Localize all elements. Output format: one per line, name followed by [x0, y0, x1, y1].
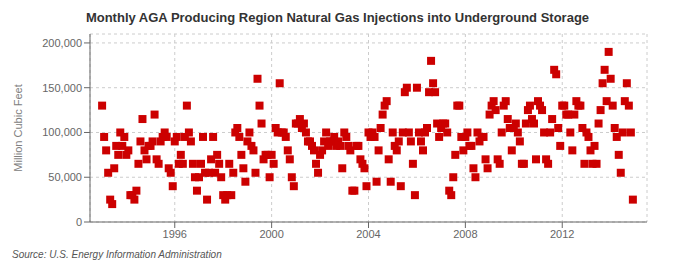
svg-text:150,000: 150,000	[42, 82, 82, 94]
html-text:Source: U.S. Energy Informatio: Source: U.S. Energy Information Administ…	[12, 249, 222, 260]
svg-text:100,000: 100,000	[42, 126, 82, 138]
svg-text:200,000: 200,000	[42, 37, 82, 49]
html-text:Monthly AGA Producing Region N: Monthly AGA Producing Region Natural Gas…	[85, 10, 590, 25]
svg-text:2012: 2012	[550, 228, 574, 240]
svg-text:2000: 2000	[259, 228, 283, 240]
svg-text:1996: 1996	[163, 228, 187, 240]
svg-text:Million Cubic Feet: Million Cubic Feet	[12, 84, 24, 171]
svg-text:2008: 2008	[453, 228, 477, 240]
svg-text:0: 0	[76, 216, 82, 228]
svg-text:50,000: 50,000	[48, 171, 82, 183]
svg-text:2004: 2004	[356, 228, 380, 240]
